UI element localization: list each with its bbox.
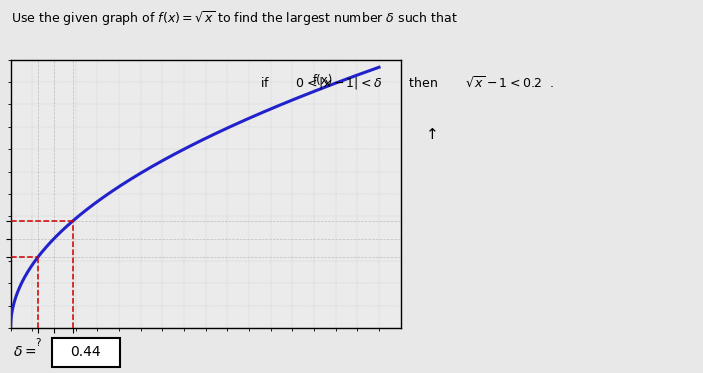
Text: if       $0 < |x - 1| < \delta$       then       $\sqrt{x}-1 < 0.2$  .: if $0 < |x - 1| < \delta$ then $\sqrt{x}…	[260, 75, 554, 93]
Text: Use the given graph of $f(x) = \sqrt{x}$ to find the largest number $\delta$ suc: Use the given graph of $f(x) = \sqrt{x}$…	[11, 9, 458, 28]
Text: $\delta = $: $\delta = $	[13, 345, 36, 360]
Text: f(x): f(x)	[313, 74, 333, 87]
Text: 0.44: 0.44	[70, 345, 101, 360]
FancyBboxPatch shape	[52, 338, 120, 367]
Text: ↑: ↑	[426, 127, 439, 142]
